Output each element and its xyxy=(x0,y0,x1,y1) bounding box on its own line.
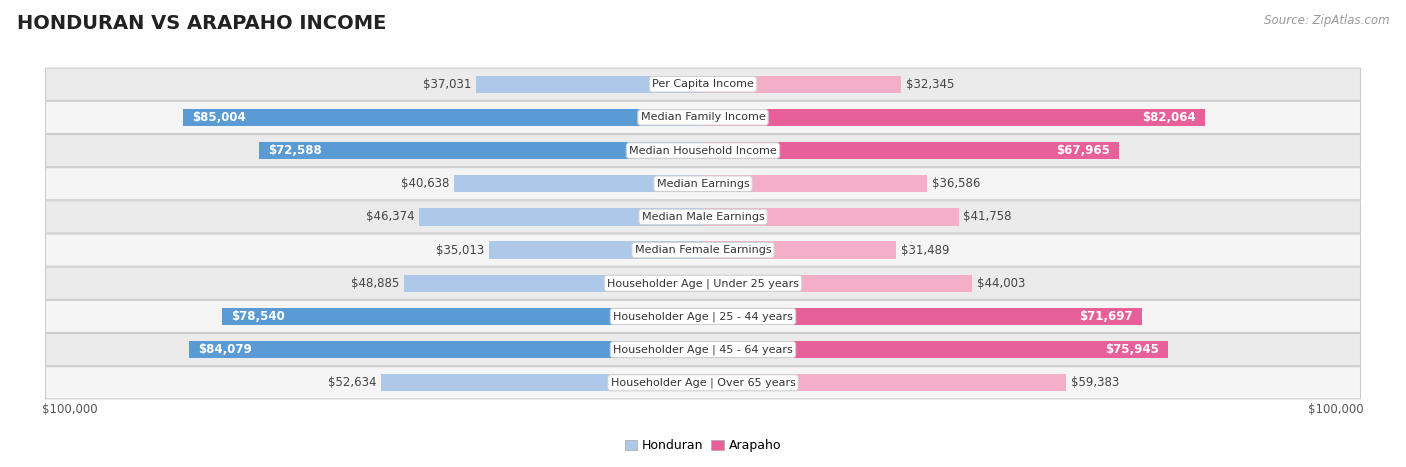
Text: $85,004: $85,004 xyxy=(193,111,246,124)
Text: Householder Age | Under 25 years: Householder Age | Under 25 years xyxy=(607,278,799,289)
Text: $100,000: $100,000 xyxy=(1308,403,1364,417)
Bar xyxy=(222,308,703,325)
FancyBboxPatch shape xyxy=(45,134,1361,167)
Text: $84,079: $84,079 xyxy=(198,343,252,356)
Bar xyxy=(381,374,703,391)
FancyBboxPatch shape xyxy=(45,168,1361,200)
Text: $82,064: $82,064 xyxy=(1142,111,1197,124)
Text: $52,634: $52,634 xyxy=(328,376,375,389)
Bar xyxy=(703,241,896,259)
Text: $71,697: $71,697 xyxy=(1078,310,1132,323)
FancyBboxPatch shape xyxy=(45,68,1361,100)
Text: $100,000: $100,000 xyxy=(42,403,98,417)
FancyBboxPatch shape xyxy=(45,234,1361,266)
Text: $35,013: $35,013 xyxy=(436,244,484,256)
Text: Householder Age | 25 - 44 years: Householder Age | 25 - 44 years xyxy=(613,311,793,322)
Text: Source: ZipAtlas.com: Source: ZipAtlas.com xyxy=(1264,14,1389,27)
Text: Median Household Income: Median Household Income xyxy=(628,146,778,156)
Bar xyxy=(477,76,703,93)
Text: $78,540: $78,540 xyxy=(232,310,285,323)
Text: $36,586: $36,586 xyxy=(932,177,980,190)
Text: $31,489: $31,489 xyxy=(901,244,949,256)
Text: Per Capita Income: Per Capita Income xyxy=(652,79,754,89)
Bar xyxy=(183,109,703,126)
Bar xyxy=(703,76,901,93)
Bar xyxy=(703,341,1168,358)
Text: $32,345: $32,345 xyxy=(905,78,955,91)
Legend: Honduran, Arapaho: Honduran, Arapaho xyxy=(620,434,786,457)
Bar xyxy=(703,308,1142,325)
FancyBboxPatch shape xyxy=(45,201,1361,233)
Bar xyxy=(703,208,959,226)
Text: Householder Age | 45 - 64 years: Householder Age | 45 - 64 years xyxy=(613,344,793,355)
Text: HONDURAN VS ARAPAHO INCOME: HONDURAN VS ARAPAHO INCOME xyxy=(17,14,387,33)
Text: $46,374: $46,374 xyxy=(366,211,415,223)
Bar xyxy=(489,241,703,259)
Text: $72,588: $72,588 xyxy=(269,144,322,157)
Bar xyxy=(188,341,703,358)
Text: Median Male Earnings: Median Male Earnings xyxy=(641,212,765,222)
Bar xyxy=(703,175,927,192)
Bar xyxy=(419,208,703,226)
Bar xyxy=(454,175,703,192)
Bar xyxy=(703,374,1066,391)
Bar xyxy=(703,142,1119,159)
FancyBboxPatch shape xyxy=(45,367,1361,399)
Bar xyxy=(703,275,972,292)
Text: $48,885: $48,885 xyxy=(350,277,399,290)
FancyBboxPatch shape xyxy=(45,300,1361,333)
Text: $41,758: $41,758 xyxy=(963,211,1012,223)
Text: $67,965: $67,965 xyxy=(1056,144,1109,157)
Text: Median Family Income: Median Family Income xyxy=(641,113,765,122)
FancyBboxPatch shape xyxy=(45,101,1361,134)
Text: Median Female Earnings: Median Female Earnings xyxy=(634,245,772,255)
Bar xyxy=(259,142,703,159)
Text: Householder Age | Over 65 years: Householder Age | Over 65 years xyxy=(610,377,796,388)
Text: $40,638: $40,638 xyxy=(401,177,450,190)
Text: $75,945: $75,945 xyxy=(1105,343,1159,356)
FancyBboxPatch shape xyxy=(45,333,1361,366)
Text: $59,383: $59,383 xyxy=(1071,376,1119,389)
Bar xyxy=(703,109,1205,126)
Bar xyxy=(404,275,703,292)
Text: Median Earnings: Median Earnings xyxy=(657,179,749,189)
Text: $44,003: $44,003 xyxy=(977,277,1025,290)
Text: $37,031: $37,031 xyxy=(423,78,471,91)
FancyBboxPatch shape xyxy=(45,267,1361,299)
